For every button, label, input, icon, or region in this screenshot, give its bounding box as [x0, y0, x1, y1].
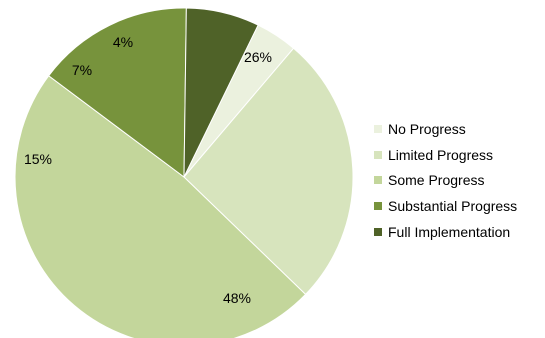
legend-label: Full Implementation — [388, 223, 511, 240]
pie-slices — [14, 7, 354, 338]
legend: No Progress Limited Progress Some Progress… — [374, 116, 517, 244]
legend-item: Substantial Progress — [374, 193, 517, 219]
legend-item: Some Progress — [374, 167, 517, 193]
legend-item: Full Implementation — [374, 219, 517, 245]
legend-label: Limited Progress — [388, 146, 494, 163]
legend-swatch — [374, 176, 382, 185]
legend-swatch — [374, 201, 382, 210]
data-label-some-progress: 48% — [223, 290, 251, 306]
legend-label: No Progress — [388, 120, 466, 137]
pie-data-labels: 4% 26% 48% 15% 7% — [24, 34, 272, 306]
pie-slice-limited-progress — [183, 47, 354, 296]
pie-slice-substantial-progress — [47, 7, 187, 178]
data-label-substantial-progress: 15% — [24, 151, 52, 167]
legend-item: Limited Progress — [374, 142, 517, 168]
legend-label: Substantial Progress — [388, 197, 518, 214]
data-label-limited-progress: 26% — [244, 49, 272, 65]
pie-slice-some-progress — [14, 75, 307, 338]
data-label-full-implementation: 7% — [72, 62, 92, 78]
legend-label: Some Progress — [388, 172, 485, 189]
pie-slice-full-implementation — [183, 7, 259, 178]
legend-swatch — [374, 124, 382, 133]
legend-swatch — [374, 227, 382, 236]
data-label-no-progress: 4% — [113, 34, 133, 50]
legend-item: No Progress — [374, 116, 517, 142]
legend-swatch — [374, 150, 382, 159]
